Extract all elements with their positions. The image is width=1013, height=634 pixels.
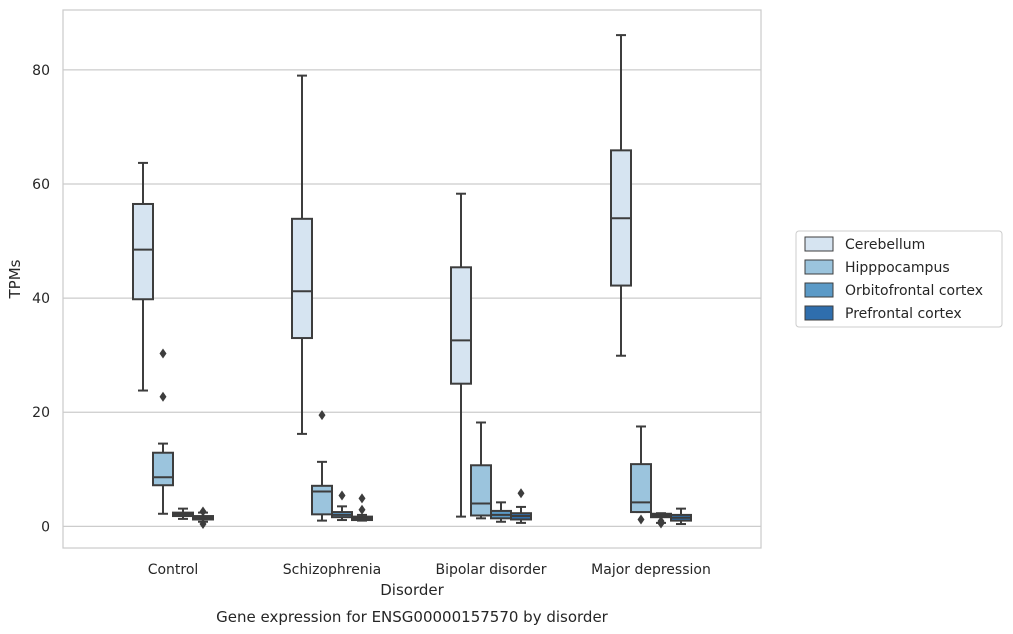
y-tick-label: 60 bbox=[32, 177, 50, 193]
box bbox=[152, 451, 174, 487]
box-3-0 bbox=[192, 506, 214, 530]
gridlines bbox=[63, 69, 761, 527]
x-tick-label: Bipolar disorder bbox=[435, 562, 546, 578]
legend-label: Hipppocampus bbox=[845, 260, 950, 276]
x-tick-label: Major depression bbox=[591, 562, 711, 578]
box-0-3 bbox=[610, 34, 632, 357]
outlier-point bbox=[318, 410, 326, 421]
box-3-3 bbox=[670, 507, 692, 526]
outlier-point bbox=[338, 490, 346, 501]
x-tick-label: Control bbox=[148, 562, 199, 578]
y-tick-label: 80 bbox=[32, 63, 50, 79]
outlier-point bbox=[657, 516, 665, 527]
box bbox=[630, 463, 652, 514]
y-tick-label: 20 bbox=[32, 405, 50, 421]
box-3-2 bbox=[510, 488, 532, 524]
box-1-2 bbox=[470, 421, 492, 520]
x-tick-labels: Control Schizophrenia Bipolar disorder Majo… bbox=[148, 562, 711, 578]
box-3-1 bbox=[351, 493, 373, 522]
box bbox=[132, 202, 154, 301]
box-1-3 bbox=[630, 425, 652, 525]
x-axis-label: Disorder bbox=[380, 581, 444, 599]
outlier-point bbox=[637, 514, 645, 525]
box-0-0 bbox=[132, 161, 154, 392]
legend-frame bbox=[795, 230, 1003, 328]
legend-swatch bbox=[804, 236, 834, 252]
box-0-1 bbox=[291, 74, 313, 435]
box-1-1 bbox=[311, 410, 333, 522]
legend-label: Cerebellum bbox=[845, 237, 925, 253]
box-2-1 bbox=[331, 490, 353, 522]
legend-label: Orbitofrontal cortex bbox=[845, 283, 983, 299]
outlier-point bbox=[199, 519, 207, 530]
outlier-point bbox=[358, 504, 366, 515]
x-tick-label: Schizophrenia bbox=[283, 562, 381, 578]
legend-swatch bbox=[804, 305, 834, 321]
box bbox=[291, 217, 313, 340]
plot-area bbox=[63, 10, 761, 548]
y-tick-label: 0 bbox=[41, 519, 50, 535]
box-2-0 bbox=[172, 507, 194, 520]
y-tick-label: 40 bbox=[32, 291, 50, 307]
legend-swatch bbox=[804, 259, 834, 275]
outlier-point bbox=[358, 493, 366, 504]
box-series bbox=[132, 34, 692, 530]
outlier-point bbox=[159, 348, 167, 359]
box bbox=[311, 484, 333, 516]
box bbox=[450, 266, 472, 385]
outlier-point bbox=[159, 391, 167, 402]
legend: Cerebellum Hipppocampus Orbitofrontal cort… bbox=[795, 230, 1003, 328]
y-tick-labels: 0 20 40 60 80 bbox=[32, 63, 50, 535]
outlier-point bbox=[199, 506, 207, 517]
legend-swatch bbox=[804, 282, 834, 298]
box-0-2 bbox=[450, 192, 472, 518]
y-axis-label: TPMs bbox=[6, 259, 24, 299]
outlier-point bbox=[517, 488, 525, 499]
legend-label: Prefrontal cortex bbox=[845, 306, 962, 322]
box-1-0 bbox=[152, 348, 174, 515]
plot-frame bbox=[62, 9, 762, 549]
box bbox=[470, 464, 492, 517]
chart-title: Gene expression for ENSG00000157570 by d… bbox=[216, 608, 609, 626]
